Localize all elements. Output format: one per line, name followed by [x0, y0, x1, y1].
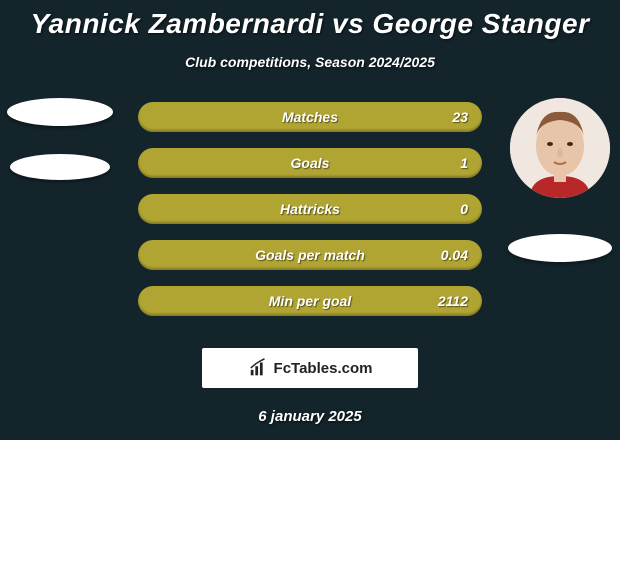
stat-bar-min-per-goal: Min per goal 2112: [138, 286, 482, 316]
stat-bar-goals-per-match: Goals per match 0.04: [138, 240, 482, 270]
player-left-shadow: [10, 154, 110, 180]
stat-label: Min per goal: [269, 293, 351, 309]
stat-value-right: 0: [460, 201, 468, 217]
stat-label: Goals per match: [255, 247, 365, 263]
attribution-text: FcTables.com: [274, 360, 373, 377]
attribution-badge: FcTables.com: [202, 348, 418, 388]
content-area: Matches 23 Goals 1 Hattricks 0 Goals per…: [0, 102, 620, 322]
date-text: 6 january 2025: [0, 408, 620, 425]
stat-bar-goals: Goals 1: [138, 148, 482, 178]
page-title: Yannick Zambernardi vs George Stanger: [0, 8, 620, 40]
stat-label: Matches: [282, 109, 338, 125]
comparison-card: Yannick Zambernardi vs George Stanger Cl…: [0, 0, 620, 440]
stat-bar-matches: Matches 23: [138, 102, 482, 132]
subtitle: Club competitions, Season 2024/2025: [0, 54, 620, 70]
blank-area: [0, 440, 620, 580]
player-right-face-icon: [510, 98, 610, 198]
stat-value-right: 1: [460, 155, 468, 171]
stat-value-right: 0.04: [441, 247, 468, 263]
stat-bars: Matches 23 Goals 1 Hattricks 0 Goals per…: [138, 102, 482, 332]
player-right-column: [500, 102, 620, 322]
stat-bar-hattricks: Hattricks 0: [138, 194, 482, 224]
player-left-avatar: [7, 98, 113, 126]
stat-label: Goals: [291, 155, 330, 171]
stat-value-right: 23: [452, 109, 468, 125]
stat-value-right: 2112: [438, 293, 468, 309]
chart-icon: [248, 357, 270, 379]
player-right-shadow: [508, 234, 612, 262]
player-right-avatar: [510, 98, 610, 198]
stat-label: Hattricks: [280, 201, 340, 217]
player-left-column: [0, 102, 120, 322]
